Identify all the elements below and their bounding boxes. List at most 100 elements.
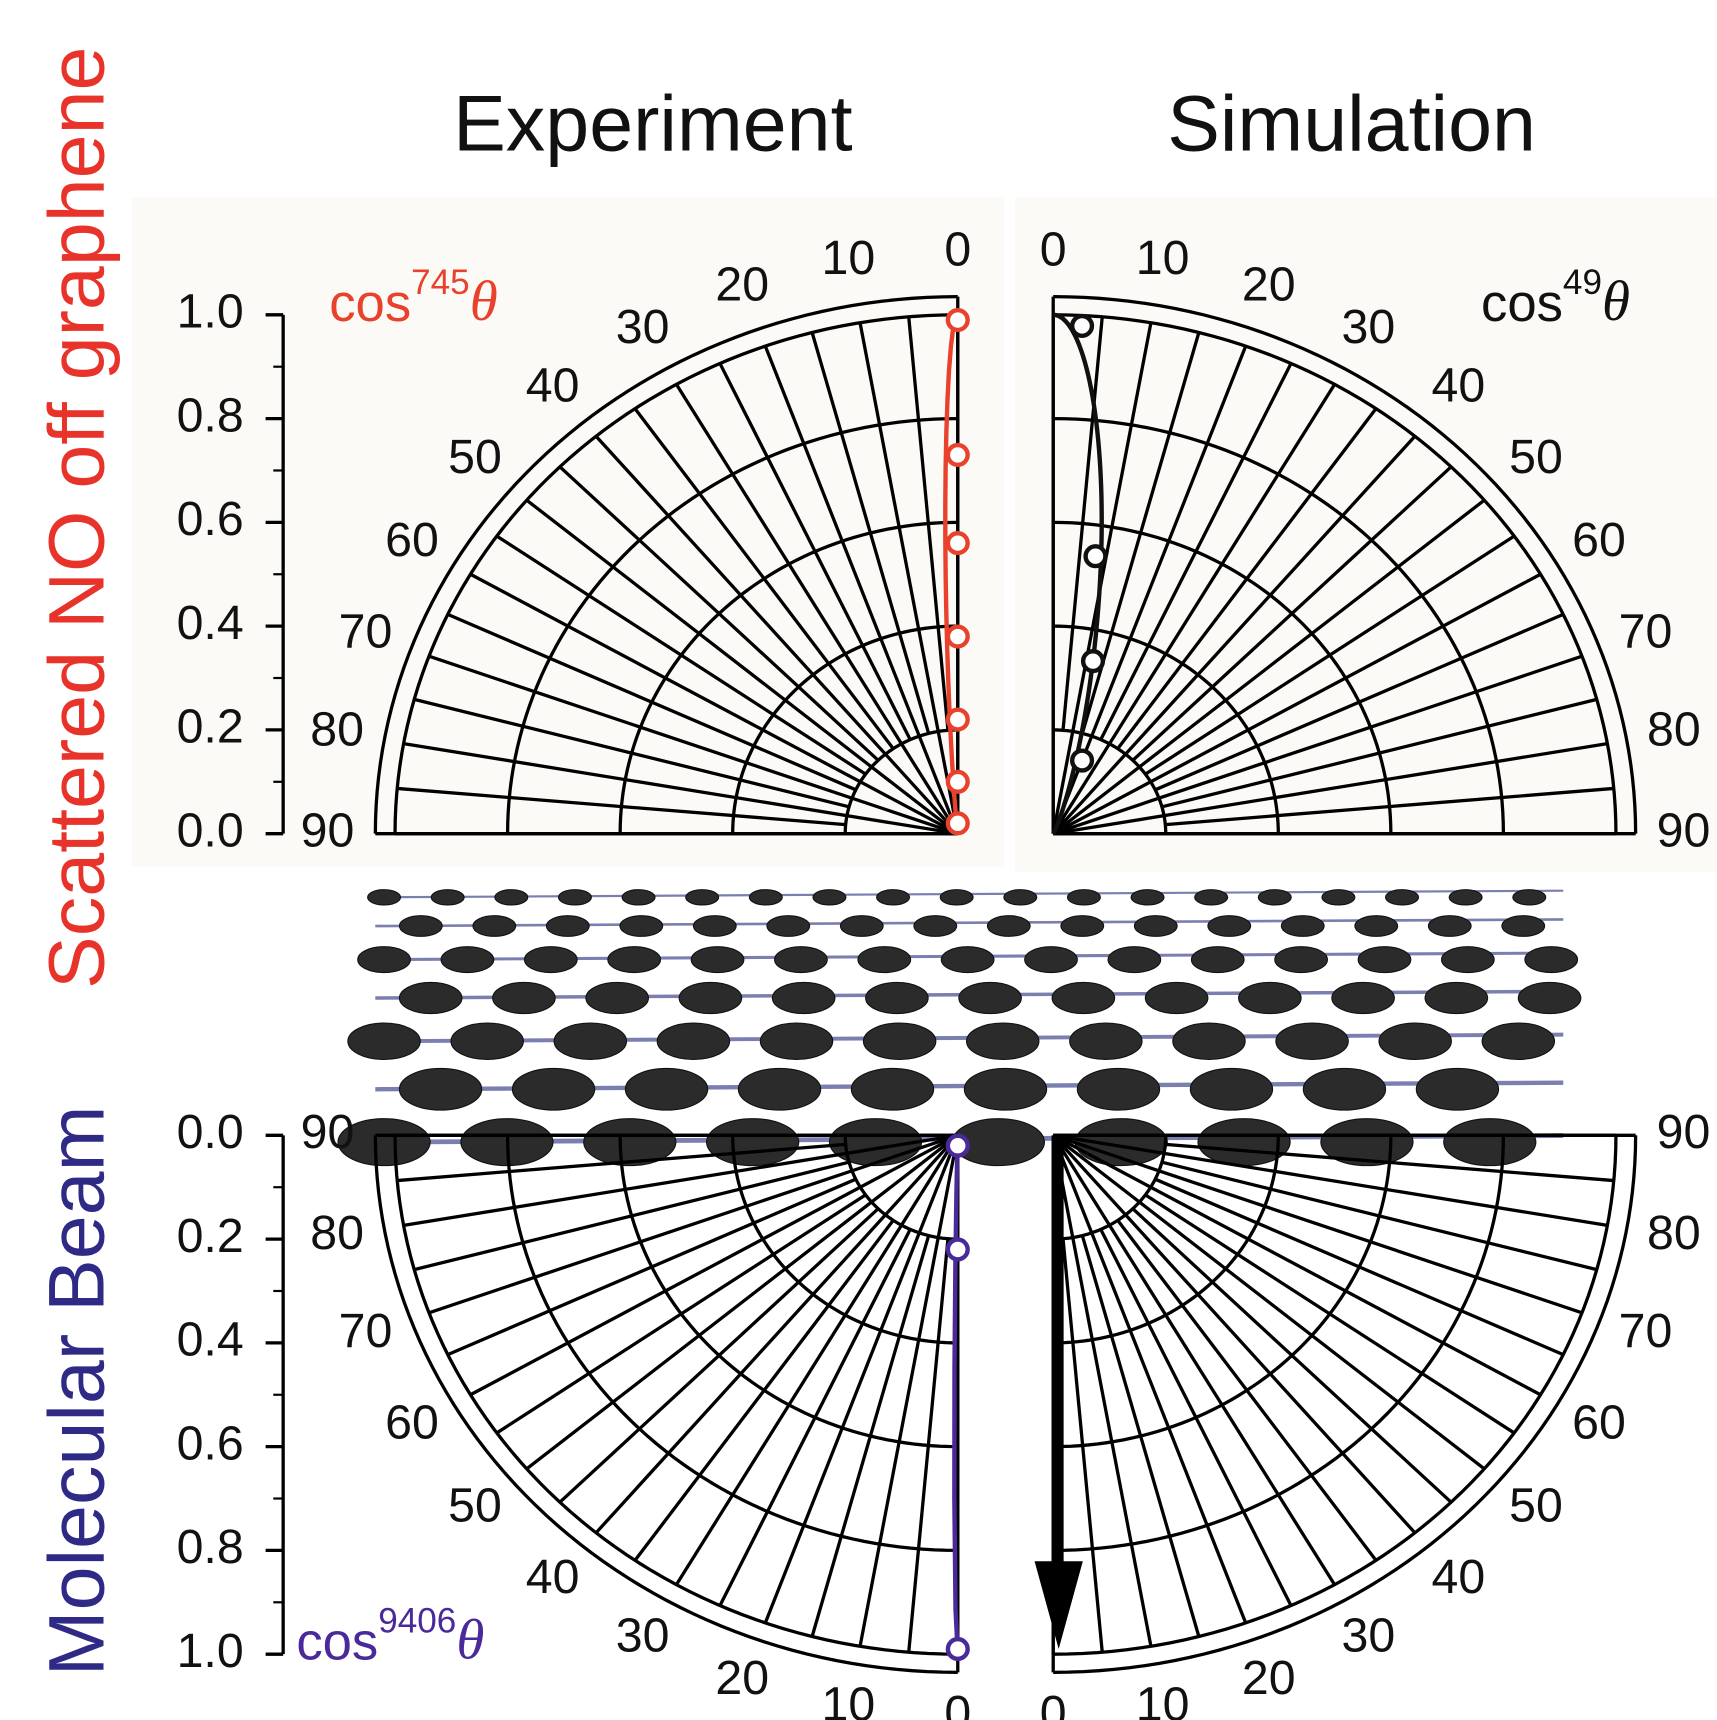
graphene-atom [399, 916, 442, 937]
graphene-atom [368, 890, 401, 905]
graphene-atom [1258, 890, 1291, 905]
angular-minor-grid [1101, 1229, 1291, 1605]
graphene-atom [348, 1023, 420, 1059]
radial-tick-label: 0.8 [177, 388, 244, 442]
graphene-atom [546, 916, 589, 937]
radial-tick-label: 0.2 [177, 1209, 244, 1263]
graphene-atom [1518, 982, 1581, 1013]
angle-tick-label: 40 [1431, 358, 1485, 412]
graphene-atom [657, 1023, 729, 1059]
beam-arrowhead [1035, 1561, 1083, 1649]
graphene-atom [964, 1068, 1046, 1110]
graphene-atom [1281, 916, 1324, 937]
radial-tick-label: 0.6 [177, 1416, 244, 1470]
graphene-atom [1322, 890, 1355, 905]
fit-exponent: 49 [1563, 263, 1602, 302]
graphene-atom [399, 982, 462, 1013]
graphene-atom [1208, 916, 1251, 937]
graphene-atom [1482, 1023, 1554, 1059]
graphene-atom [1358, 947, 1411, 973]
angle-tick-label: 30 [616, 300, 670, 354]
graphene-atom [767, 916, 810, 937]
graphene-atom [987, 916, 1030, 937]
graphene-atom [358, 947, 411, 973]
data-point [948, 445, 968, 465]
column-title: Experiment [453, 79, 852, 167]
angle-tick-label: 20 [1242, 1651, 1296, 1705]
angle-tick-label: 70 [1619, 605, 1673, 659]
angle-tick-label: 50 [448, 430, 502, 484]
radial-tick-label: 1.0 [177, 1624, 244, 1678]
graphene-atom [691, 947, 744, 973]
angle-tick-label: 70 [339, 1304, 393, 1358]
fit-exponent: 9406 [378, 1602, 456, 1641]
graphene-atom [1355, 916, 1398, 937]
graphene-atom [399, 1068, 481, 1110]
angle-tick-label: 70 [339, 605, 393, 659]
angle-tick-label: 90 [301, 1105, 355, 1159]
angular-minor-grid [812, 1236, 929, 1637]
angle-tick-label: 30 [1341, 300, 1395, 354]
angle-tick-label: 0 [1040, 1686, 1067, 1720]
row-label: Scattered NO off graphene [32, 47, 120, 989]
angle-tick-label: 40 [526, 358, 580, 412]
graphene-atom [1525, 947, 1578, 973]
data-point [948, 310, 968, 330]
graphene-atom [738, 1068, 820, 1110]
graphene-atom [1332, 982, 1395, 1013]
graphene-atom [1004, 890, 1037, 905]
radial-tick-label: 0.8 [177, 1520, 244, 1574]
angle-tick-label: 20 [715, 1651, 769, 1705]
graphene-atom [941, 947, 994, 973]
graphene-atom [1303, 1068, 1385, 1110]
angle-tick-label: 10 [1136, 231, 1190, 285]
graphene-atom [608, 947, 661, 973]
angle-tick-label: 80 [310, 1206, 364, 1260]
graphene-atom [813, 890, 846, 905]
graphene-atom [760, 1023, 832, 1059]
graphene-atom [866, 982, 929, 1013]
graphene-atom [625, 1068, 707, 1110]
graphene-atom [1513, 890, 1546, 905]
angle-tick-label: 60 [385, 513, 439, 567]
graphene-atom [1428, 916, 1471, 937]
angle-tick-label: 90 [301, 803, 355, 857]
angle-tick-label: 50 [448, 1479, 502, 1533]
graphene-atom [1070, 1023, 1142, 1059]
graphene-atom [1502, 916, 1545, 937]
graphene-atom [1134, 916, 1177, 937]
angle-tick-label: 0 [944, 222, 971, 276]
graphene-atom [524, 947, 577, 973]
graphene-atom [1275, 947, 1328, 973]
angle-tick-label: 70 [1619, 1304, 1673, 1358]
graphene-atom [1025, 947, 1078, 973]
angle-tick-label: 30 [616, 1608, 670, 1662]
graphene-atom [858, 947, 911, 973]
graphene-atom [679, 982, 742, 1013]
graphene-atom [1239, 982, 1302, 1013]
data-point [948, 813, 968, 833]
radial-tick-label: 0.2 [177, 700, 244, 754]
graphene-atom [877, 890, 910, 905]
data-point [948, 1136, 968, 1156]
angular-minor-grid [720, 1229, 910, 1605]
figure: Experiment Simulation Scattered NO off g… [0, 0, 1717, 1720]
angle-tick-label: 60 [1572, 1396, 1626, 1450]
data-point [948, 533, 968, 553]
graphene-atom [840, 916, 883, 937]
graphene-atom [495, 890, 528, 905]
graphene-atom [441, 947, 494, 973]
angle-tick-label: 10 [1136, 1677, 1190, 1720]
fit-base: cos [329, 274, 411, 333]
angle-tick-label: 80 [310, 703, 364, 757]
graphene-atom [1067, 890, 1100, 905]
graphene-atom [558, 890, 591, 905]
data-point [948, 627, 968, 647]
graphene-atom [1191, 947, 1244, 973]
graphene-atom [1052, 982, 1115, 1013]
graphene-atom [622, 890, 655, 905]
graphene-illustration [338, 890, 1581, 1166]
angular-minor-grid [414, 1162, 849, 1269]
graphene-atom [1145, 982, 1208, 1013]
angular-minor-grid [448, 1179, 856, 1354]
